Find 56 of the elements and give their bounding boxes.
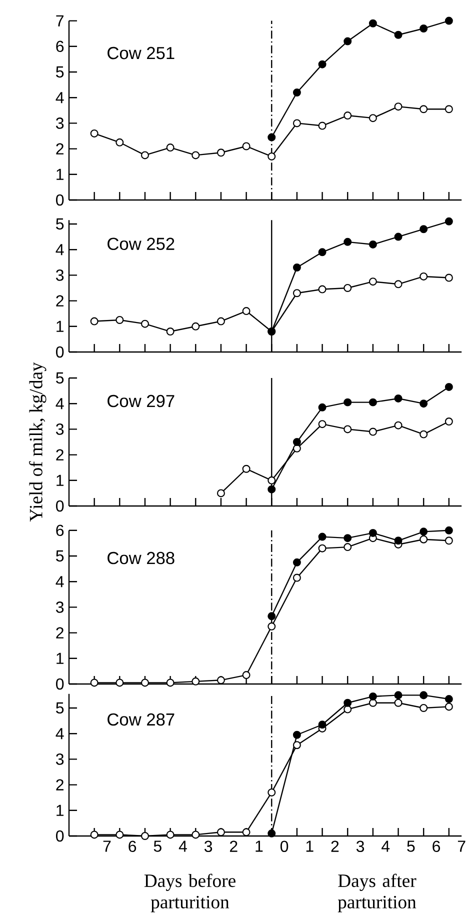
x-tick-label: 7 <box>458 840 466 852</box>
y-tick-label: 3 <box>56 424 64 435</box>
y-tick-label: 3 <box>56 602 64 613</box>
y-tick-label: 0 <box>56 194 64 206</box>
y-tick-label: 2 <box>56 143 64 154</box>
x-tick-label: 5 <box>154 840 162 852</box>
y-tick-label: 4 <box>56 92 64 104</box>
x-tick-label: 1 <box>306 840 314 852</box>
y-tick-label: 0 <box>56 500 64 512</box>
y-tick-label: 1 <box>56 474 64 486</box>
y-tick-label: 5 <box>56 218 64 230</box>
y-tick-label: 4 <box>56 244 64 256</box>
y-tick-label: 5 <box>56 66 64 78</box>
y-tick-label: 0 <box>56 678 64 690</box>
x-tick-label: 4 <box>382 840 390 852</box>
y-tick-label: 2 <box>56 295 64 306</box>
y-axis-title: Yield of milk, kg/day <box>29 362 46 522</box>
text: Days after parturition <box>338 874 416 912</box>
y-tick-label: 2 <box>56 449 64 460</box>
y-tick-label: 5 <box>56 550 64 562</box>
y-tick-label: 7 <box>56 15 64 26</box>
y-tick-label: 3 <box>56 118 64 129</box>
text: Days before parturition <box>144 874 236 912</box>
y-tick-label: 0 <box>56 346 64 358</box>
y-tick-label: 0 <box>56 830 64 842</box>
y-tick-label: 1 <box>56 652 64 664</box>
x-tick-label: 7 <box>103 840 111 852</box>
y-tick-label: 4 <box>56 728 64 740</box>
x-tick-label: 5 <box>407 840 415 852</box>
x-tick-label: 3 <box>356 840 364 852</box>
x-tick-label: 4 <box>178 840 187 852</box>
x-tick-label: 1 <box>256 840 263 852</box>
y-tick-label: 3 <box>56 754 64 765</box>
y-tick-label: 2 <box>56 627 64 638</box>
text: Cow 251 <box>108 46 174 60</box>
x-tick-label: 2 <box>331 840 339 852</box>
y-tick-label: 3 <box>56 270 64 281</box>
y-tick-label: 5 <box>56 372 64 384</box>
text: Cow 297 <box>108 394 174 408</box>
text: Cow 288 <box>108 552 174 564</box>
y-tick-label: 2 <box>56 779 64 790</box>
x-tick-label: 6 <box>128 840 136 852</box>
x-tick-label: 6 <box>432 840 440 852</box>
y-tick-label: 1 <box>56 168 64 180</box>
x-tick-label: 2 <box>230 840 238 852</box>
y-tick-label: 1 <box>56 804 64 816</box>
y-tick-label: 5 <box>56 702 64 714</box>
text: Cow 252 <box>108 238 174 250</box>
x-tick-label: 3 <box>204 840 212 852</box>
y-tick-label: 1 <box>56 320 64 332</box>
x-tick-label: 0 <box>280 840 288 852</box>
y-tick-label: 4 <box>56 398 64 410</box>
y-tick-label: 6 <box>56 524 64 536</box>
y-tick-label: 4 <box>56 576 64 588</box>
text: Cow 287 <box>108 713 174 726</box>
y-tick-label: 6 <box>56 40 64 52</box>
